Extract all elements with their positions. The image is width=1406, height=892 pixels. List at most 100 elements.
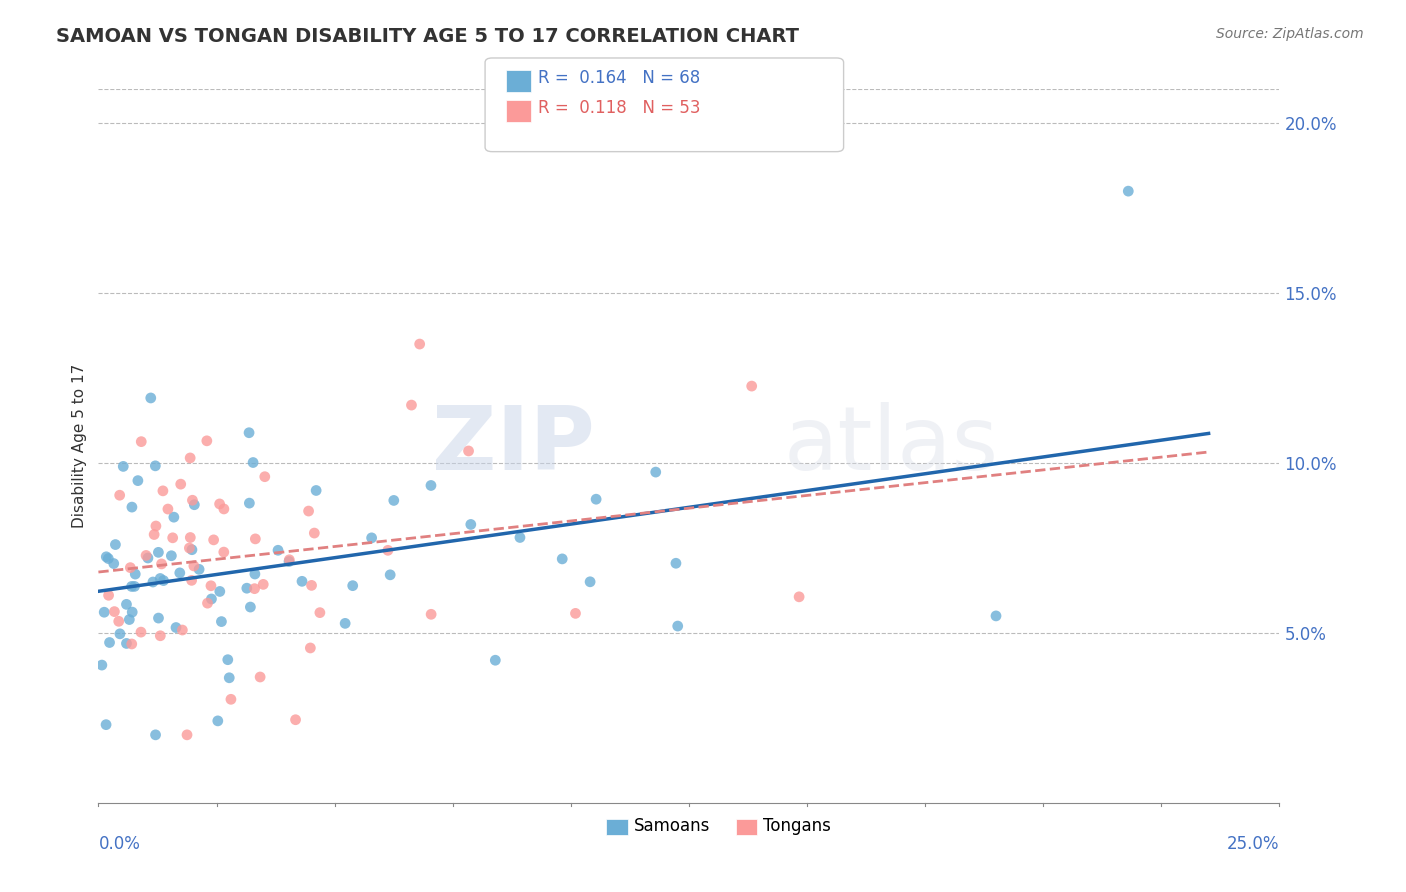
Point — [252, 577, 274, 591]
Point — [118, 613, 141, 627]
Point — [160, 549, 183, 563]
Point — [115, 598, 138, 612]
Point — [741, 379, 763, 393]
Text: Tongans: Tongans — [763, 817, 831, 835]
Point — [209, 615, 232, 629]
Point — [145, 519, 167, 533]
Point — [152, 483, 174, 498]
Point — [107, 615, 129, 629]
Bar — [737, 819, 758, 835]
Text: atlas: atlas — [783, 402, 998, 490]
Point — [238, 496, 260, 510]
Point — [249, 670, 271, 684]
Point — [342, 579, 364, 593]
Point — [200, 579, 222, 593]
Point — [253, 469, 276, 483]
Point — [408, 337, 430, 351]
Point — [219, 692, 242, 706]
Point — [245, 532, 267, 546]
Point — [97, 588, 120, 602]
Point — [142, 574, 165, 589]
Point — [564, 607, 586, 621]
Point — [149, 572, 172, 586]
Point — [297, 504, 319, 518]
Point — [484, 653, 506, 667]
Point — [238, 425, 260, 440]
Point — [127, 474, 149, 488]
Text: 0.0%: 0.0% — [98, 835, 141, 853]
Point — [112, 459, 135, 474]
Point — [304, 526, 326, 541]
Point — [188, 562, 211, 576]
Point — [129, 434, 152, 449]
Point — [200, 591, 222, 606]
Point — [644, 465, 666, 479]
Point — [787, 590, 810, 604]
Point — [239, 600, 262, 615]
Point — [169, 566, 191, 580]
Point — [301, 578, 323, 592]
Point — [278, 554, 301, 568]
Point — [103, 605, 125, 619]
Point — [124, 579, 146, 593]
Point — [217, 653, 239, 667]
Point — [665, 556, 688, 570]
Point — [145, 728, 167, 742]
Point — [377, 543, 399, 558]
Bar — [606, 819, 627, 835]
Y-axis label: Disability Age 5 to 17: Disability Age 5 to 17 — [72, 364, 87, 528]
Point — [135, 549, 157, 563]
Point — [299, 640, 322, 655]
Point — [148, 545, 170, 559]
Point — [115, 636, 138, 650]
Point — [104, 538, 127, 552]
Point — [212, 545, 235, 559]
Point — [97, 551, 120, 566]
Point — [93, 605, 115, 619]
Point — [195, 434, 218, 448]
Point — [176, 728, 198, 742]
Point — [183, 559, 205, 574]
Point — [242, 456, 264, 470]
Point — [291, 574, 314, 589]
Point — [208, 497, 231, 511]
Point — [382, 493, 405, 508]
Point — [218, 671, 240, 685]
Text: ZIP: ZIP — [432, 402, 595, 490]
Point — [139, 391, 162, 405]
Point — [380, 567, 402, 582]
Point — [124, 567, 146, 582]
Point — [1116, 184, 1139, 198]
Point — [666, 619, 689, 633]
Point — [267, 543, 290, 558]
Point — [98, 635, 121, 649]
Point — [121, 637, 143, 651]
Point — [108, 627, 131, 641]
Point — [207, 714, 229, 728]
Point — [162, 531, 184, 545]
Point — [181, 493, 204, 508]
Point — [149, 629, 172, 643]
Point — [179, 531, 201, 545]
Point — [420, 478, 443, 492]
Point — [460, 517, 482, 532]
Point — [197, 596, 219, 610]
Point — [121, 605, 143, 619]
Point — [143, 458, 166, 473]
Text: SAMOAN VS TONGAN DISABILITY AGE 5 TO 17 CORRELATION CHART: SAMOAN VS TONGAN DISABILITY AGE 5 TO 17 … — [56, 27, 799, 45]
Point — [360, 531, 382, 545]
Point — [551, 552, 574, 566]
Point — [420, 607, 443, 622]
Point — [129, 625, 152, 640]
Point — [236, 581, 259, 595]
Point — [585, 492, 607, 507]
Point — [108, 488, 131, 502]
Point — [401, 398, 423, 412]
Point — [183, 498, 205, 512]
Point — [179, 450, 201, 465]
Point — [208, 584, 231, 599]
Point — [150, 557, 173, 571]
Text: R =  0.164   N = 68: R = 0.164 N = 68 — [538, 69, 700, 87]
Point — [172, 623, 194, 637]
Point — [156, 502, 179, 516]
